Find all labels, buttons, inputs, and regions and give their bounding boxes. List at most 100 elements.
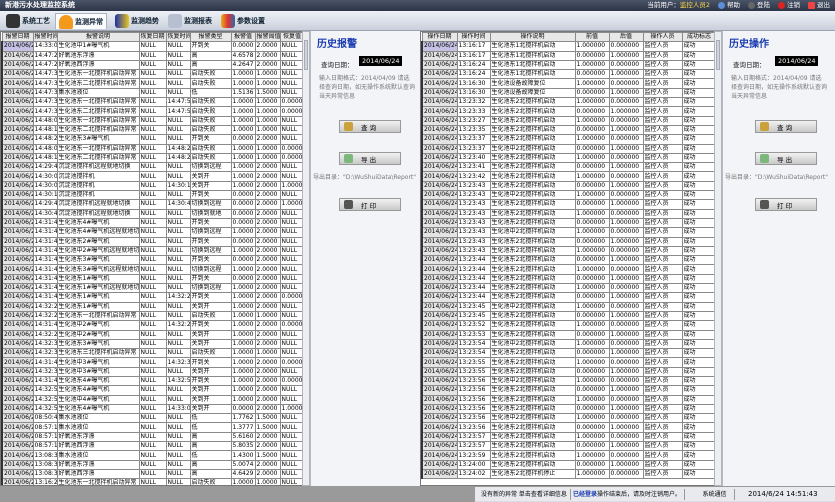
table-row[interactable]: 2014/06/2414:47:23好氧池西浮漂NULLNULL高4.26472… [1, 59, 302, 71]
table-row[interactable]: 2014/06/24 13:23:37 生化池中2北搅拌机启动 0.000000 1.0… [421, 143, 714, 154]
table-row[interactable]: 2014/06/2414:31:45生化池中2#曝气机远程就地切换NULLNUL… [1, 245, 302, 257]
table-row[interactable]: 2014/06/2408:57:15好氧池西浮漂NULLNULL高5.80352… [1, 441, 302, 452]
table-row[interactable]: 2014/06/2413:16:24生化池东一北搅拌机启动异常NULLNULL启… [1, 478, 302, 485]
login-button[interactable]: 登陆 [748, 1, 770, 10]
table-row[interactable]: 2014/06/2408:50:48集水池液位NULLNULL低1.77621.… [1, 413, 302, 424]
table-row[interactable]: 2014/06/2414:31:43生化池东4#曝气机远程就地切换NULLNUL… [1, 227, 302, 238]
query-date-input[interactable]: 2014/06/24 [775, 56, 819, 66]
help-button[interactable]: 帮助 [718, 1, 740, 10]
export-button[interactable]: 导 出 [339, 152, 401, 165]
table-row[interactable]: 2014/06/24 13:23:42 生化池东2北搅拌机启动 1.000000 0.0… [421, 171, 714, 182]
query-date-input[interactable]: 2014/06/24 [359, 56, 403, 66]
table-row[interactable]: 2014/06/2414:47:38生化池东一北搅拌机启动异常NULLNULL启… [1, 69, 302, 80]
table-row[interactable]: 2014/06/24 13:16:30 生化池设备故障复位 0.000000 1.000… [421, 87, 714, 99]
table-row[interactable]: 2014/06/2414:31:43生化池东4#曝气机NULL14:32:55开… [1, 375, 302, 387]
table-row[interactable]: 2014/06/24 13:23:35 生化池东2北搅拌机启动 0.000000 1.0… [421, 124, 714, 136]
scroll-thumb[interactable] [304, 40, 308, 70]
table-row[interactable]: 2014/06/2414:48:04生化池东一北搅拌机启动异常NULLNULL启… [1, 115, 302, 126]
table-row[interactable]: 2014/06/24 13:23:43 生化池东2北搅拌机启动 0.000000 1.0… [421, 236, 714, 247]
tab-process[interactable]: 系统工艺 [3, 13, 53, 29]
table-row[interactable]: 2014/06/2414:29:41沉淀池搅拌机远程就地切换NULL14:30:… [1, 199, 302, 210]
table-row[interactable]: 2014/06/2414:30:48沉淀池搅拌机远程就地切换NULLNULL切换… [1, 208, 302, 219]
table-row[interactable]: 2014/06/24 13:23:32 生化池东2北搅拌机启动 1.000000 0.0… [421, 97, 714, 108]
table-row[interactable]: 2014/06/2414:32:27生化池东一北搅拌机启动异常NULLNULL启… [1, 310, 302, 322]
table-row[interactable]: 2014/06/24 13:16:30 生化池设备故障复位 1.000000 0.000… [421, 78, 714, 89]
tab-alarms[interactable]: 监测异常 [55, 13, 107, 29]
table-row[interactable]: 2014/06/24 13:23:37 生化池东2北搅拌机启动 1.000000 0.0… [421, 134, 714, 145]
table-row[interactable]: 2014/06/24 13:23:45 生化池中2北搅拌机启动 1.000000 0.0… [421, 301, 714, 312]
table-row[interactable]: 2014/06/24 13:23:55 生化池东2北搅拌机启动 0.000000 1.0… [421, 366, 714, 378]
table-row[interactable]: 2014/06/2414:32:28生化池中2#曝气机NULLNULL关到开1.… [1, 329, 302, 340]
table-row[interactable]: 2014/06/24 13:23:43 生化池东2北搅拌机启动 1.000000 0.0… [421, 208, 714, 219]
table-row[interactable]: 2014/06/2414:29:41沉淀池搅拌机远程就地切换NULLNULL切换… [1, 162, 302, 173]
table-row[interactable]: 2014/06/2414:31:45生化池东3#曝气机NULLNULL开到关0.… [1, 255, 302, 266]
table-row[interactable]: 2014/06/24 13:16:24 生化池东1北搅拌机启动 0.000000 1.0… [421, 69, 714, 80]
table-row[interactable]: 2014/06/24 13:23:57 生化池东2北搅拌机启动 1.000000 0.0… [421, 431, 714, 443]
table-row[interactable]: 2014/06/24 13:23:44 生化池东2北搅拌机启动 0.000000 1.0… [421, 292, 714, 303]
table-row[interactable]: 2014/06/24 13:23:27 生化池东2北搅拌机启动 1.000000 0.0… [421, 115, 714, 126]
table-row[interactable]: 2014/06/24 13:23:43 生化池东2北搅拌机启动 0.000000 1.0… [421, 217, 714, 229]
table-row[interactable]: 2014/06/2414:47:38生化池东二北搅拌机启动异常NULL14:47… [1, 106, 302, 117]
table-row[interactable]: 2014/06/24 13:23:54 生化池东2北搅拌机启动 0.000000 1.0… [421, 348, 714, 359]
table-row[interactable]: 2014/06/24 13:23:44 生化池东2北搅拌机启动 0.000000 1.0… [421, 255, 714, 266]
table-row[interactable]: 2014/06/2414:32:55生化池东4#曝气机NULL14:33:07关… [1, 403, 302, 415]
table-row[interactable]: 2014/06/2414:30:15沉淀池搅拌机NULLNULL开到关0.000… [1, 190, 302, 201]
table-row[interactable]: 2014/06/2414:32:33生化池东3#曝气机NULLNULL关到开1.… [1, 338, 302, 350]
table-row[interactable]: 2014/06/24 13:23:44 生化池东2北搅拌机启动 1.000000 0.0… [421, 282, 714, 294]
table-row[interactable]: 2014/06/2414:32:55生化池东4#曝气机NULLNULL关到开1.… [1, 385, 302, 396]
table-row[interactable]: 2014/06/2414:48:04生化池东一北搅拌机启动异常NULL14:48… [1, 143, 302, 154]
table-row[interactable]: 2014/06/24 13:16:17 生化池东1北搅拌机启动 0.000000 1.0… [421, 50, 714, 61]
alarm-status-link[interactable]: 没有新的异常 单击查看详细信息 [478, 489, 571, 500]
table-row[interactable]: 2014/06/2414:32:35生化池中3#曝气机NULLNULL关到开1.… [1, 366, 302, 378]
table-row[interactable]: 2014/06/2414:31:45生化池中3#曝气机NULL14:32:35开… [1, 357, 302, 368]
table-row[interactable]: 2014/06/2414:31:47生化池东1#曝气机远程就地切换NULLNUL… [1, 282, 302, 294]
exit-button[interactable]: 退出 [808, 1, 830, 10]
table-row[interactable]: 2014/06/2414:47:38生化池东二北搅拌机启动异常NULLNULL启… [1, 78, 302, 89]
table-row[interactable]: 2014/06/24 13:23:43 生化池中2北搅拌机启动 1.000000 0.0… [421, 190, 714, 201]
table-row[interactable]: 2014/06/24 13:16:24 生化池东1北搅拌机启动 1.000000 0.0… [421, 59, 714, 71]
table-row[interactable]: 2014/06/24 13:23:44 生化池东2北搅拌机启动 0.000000 1.0… [421, 273, 714, 285]
table-row[interactable]: 2014/06/2414:48:15生化池东二北搅拌机启动异常NULLNULL启… [1, 124, 302, 136]
table-row[interactable]: 2014/06/24 13:24:00 生化池东2北搅拌机启动 0.000000 1.0… [421, 459, 714, 470]
table-row[interactable]: 2014/06/2413:08:34好氧池西浮漂NULLNULL高4.64292… [1, 468, 302, 480]
table-row[interactable]: 2014/06/2414:31:45生化池中2#曝气机NULL14:32:28开… [1, 320, 302, 331]
table-row[interactable]: 2014/06/2414:31:43生化池东4#曝气机NULLNULL开到关0.… [1, 217, 302, 229]
print-button[interactable]: 打 印 [339, 198, 401, 211]
table-row[interactable]: 2014/06/24 13:23:44 生化池东2北搅拌机启动 1.000000 0.0… [421, 264, 714, 275]
table-row[interactable]: 2014/06/24 13:23:43 生化池东2北搅拌机启动 0.000000 1.0… [421, 180, 714, 192]
tab-reports[interactable]: 监测报表 [165, 13, 215, 29]
table-row[interactable]: 2014/06/24 13:23:43 生化池中2北搅拌机启动 1.000000 0.0… [421, 227, 714, 238]
table-row[interactable]: 2014/06/2414:32:21生化池东1#曝气机NULLNULL关到开1.… [1, 301, 302, 312]
logout-button[interactable]: 注销 [778, 1, 800, 10]
table-row[interactable]: 2014/06/24 13:23:45 生化池东2北搅拌机启动 0.000000 1.0… [421, 310, 714, 322]
table-row[interactable]: 2014/06/2414:31:47生化池东1#曝气机NULL14:32:21开… [1, 292, 302, 303]
table-row[interactable]: 2014/06/24 13:23:55 生化池东2北搅拌机启动 1.000000 0.0… [421, 357, 714, 368]
print-button[interactable]: 打 印 [755, 198, 817, 211]
table-row[interactable]: 2014/06/24 13:23:41 生化池东2北搅拌机启动 0.000000 1.0… [421, 162, 714, 173]
table-row[interactable]: 2014/06/2413:08:34集水池液位NULLNULL低1.43001.… [1, 450, 302, 461]
table-row[interactable]: 2014/06/2414:47:23好氧池东浮漂NULLNULL高4.65782… [1, 50, 302, 61]
tab-trends[interactable]: 监测趋势 [112, 13, 162, 29]
query-button[interactable]: 查 询 [755, 120, 817, 133]
table-row[interactable]: 2014/06/24 13:23:33 生化池东2北搅拌机启动 0.000000 1.0… [421, 106, 714, 117]
table-row[interactable]: 2014/06/2414:32:58生化池中4#曝气机NULLNULL关到开1.… [1, 394, 302, 405]
table-row[interactable]: 2014/06/2414:31:45生化池东2#曝气机NULLNULL开到关0.… [1, 236, 302, 247]
table-row[interactable]: 2014/06/2414:30:08沉淀池搅拌机NULL14:30:15关到开1… [1, 180, 302, 192]
table-row[interactable]: 2014/06/2414:48:25生化池东3#曝气机NULLNULL开到关0.… [1, 134, 302, 145]
table-row[interactable]: 2014/06/24 13:23:56 生化池东2北搅拌机启动 0.000000 1.0… [421, 385, 714, 396]
table-row[interactable]: 2014/06/24 13:23:56 生化池中2北搅拌机启动 1.000000 0.0… [421, 413, 714, 424]
operation-table-scrollbar[interactable] [714, 31, 722, 486]
table-row[interactable]: 2014/06/2414:32:34生化池东三北搅拌机启动异常NULLNULL启… [1, 348, 302, 359]
table-row[interactable]: 2014/06/24 13:23:56 生化池中2北搅拌机启动 1.000000 0.0… [421, 375, 714, 387]
table-row[interactable]: 2014/06/24 13:23:43 生化池东2北搅拌机启动 0.000000 1.0… [421, 199, 714, 210]
table-row[interactable]: 2014/06/2408:57:15集水池液位NULLNULL低1.37771.… [1, 422, 302, 433]
table-row[interactable]: 2014/06/2414:31:45生化池东3#曝气机远程就地切换NULLNUL… [1, 264, 302, 275]
table-row[interactable]: 2014/06/24 13:24:02 生化池东2北搅拌机停止 1.000000 0.0… [421, 468, 714, 480]
tab-settings[interactable]: 参数设置 [218, 13, 268, 29]
table-row[interactable]: 2014/06/24 13:23:40 生化池东2北搅拌机启动 1.000000 0.0… [421, 152, 714, 164]
table-row[interactable]: 2014/06/2414:33:07生化池中1#曝气机NULLNULL开到关0.… [1, 41, 302, 52]
table-row[interactable]: 2014/06/2414:47:31集水池液位NULLNULL低1.51361.… [1, 87, 302, 99]
table-row[interactable]: 2014/06/2414:47:38生化池东一北搅拌机启动异常NULL14:47… [1, 97, 302, 108]
table-row[interactable]: 2014/06/24 13:23:56 生化池东2北搅拌机启动 0.000000 1.0… [421, 403, 714, 415]
table-row[interactable]: 2014/06/24 13:23:53 生化池东2北搅拌机启动 0.000000 1.0… [421, 329, 714, 340]
